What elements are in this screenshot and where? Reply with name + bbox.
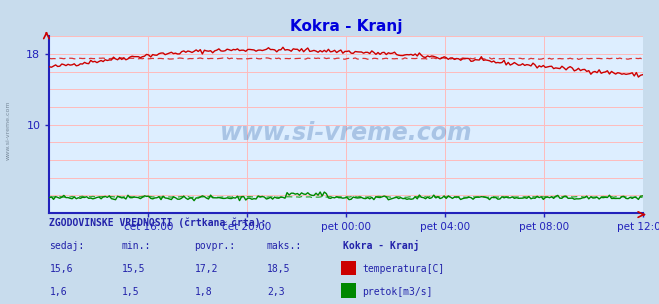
Text: pretok[m3/s]: pretok[m3/s] [362,287,433,297]
Text: sedaj:: sedaj: [49,241,84,251]
Text: povpr.:: povpr.: [194,241,235,251]
Text: www.si-vreme.com: www.si-vreme.com [5,101,11,161]
Text: 1,5: 1,5 [122,287,140,297]
Text: 1,6: 1,6 [49,287,67,297]
Text: 15,5: 15,5 [122,264,146,274]
Text: ZGODOVINSKE VREDNOSTI (črtkana črta):: ZGODOVINSKE VREDNOSTI (črtkana črta): [49,218,267,229]
Text: maks.:: maks.: [267,241,302,251]
Text: 1,8: 1,8 [194,287,212,297]
Text: min.:: min.: [122,241,152,251]
Text: temperatura[C]: temperatura[C] [362,264,445,274]
Text: Kokra - Kranj: Kokra - Kranj [343,240,419,251]
Text: 15,6: 15,6 [49,264,73,274]
Text: 2,3: 2,3 [267,287,285,297]
Title: Kokra - Kranj: Kokra - Kranj [290,19,402,34]
Text: www.si-vreme.com: www.si-vreme.com [219,122,473,145]
Text: 17,2: 17,2 [194,264,218,274]
Text: 18,5: 18,5 [267,264,291,274]
